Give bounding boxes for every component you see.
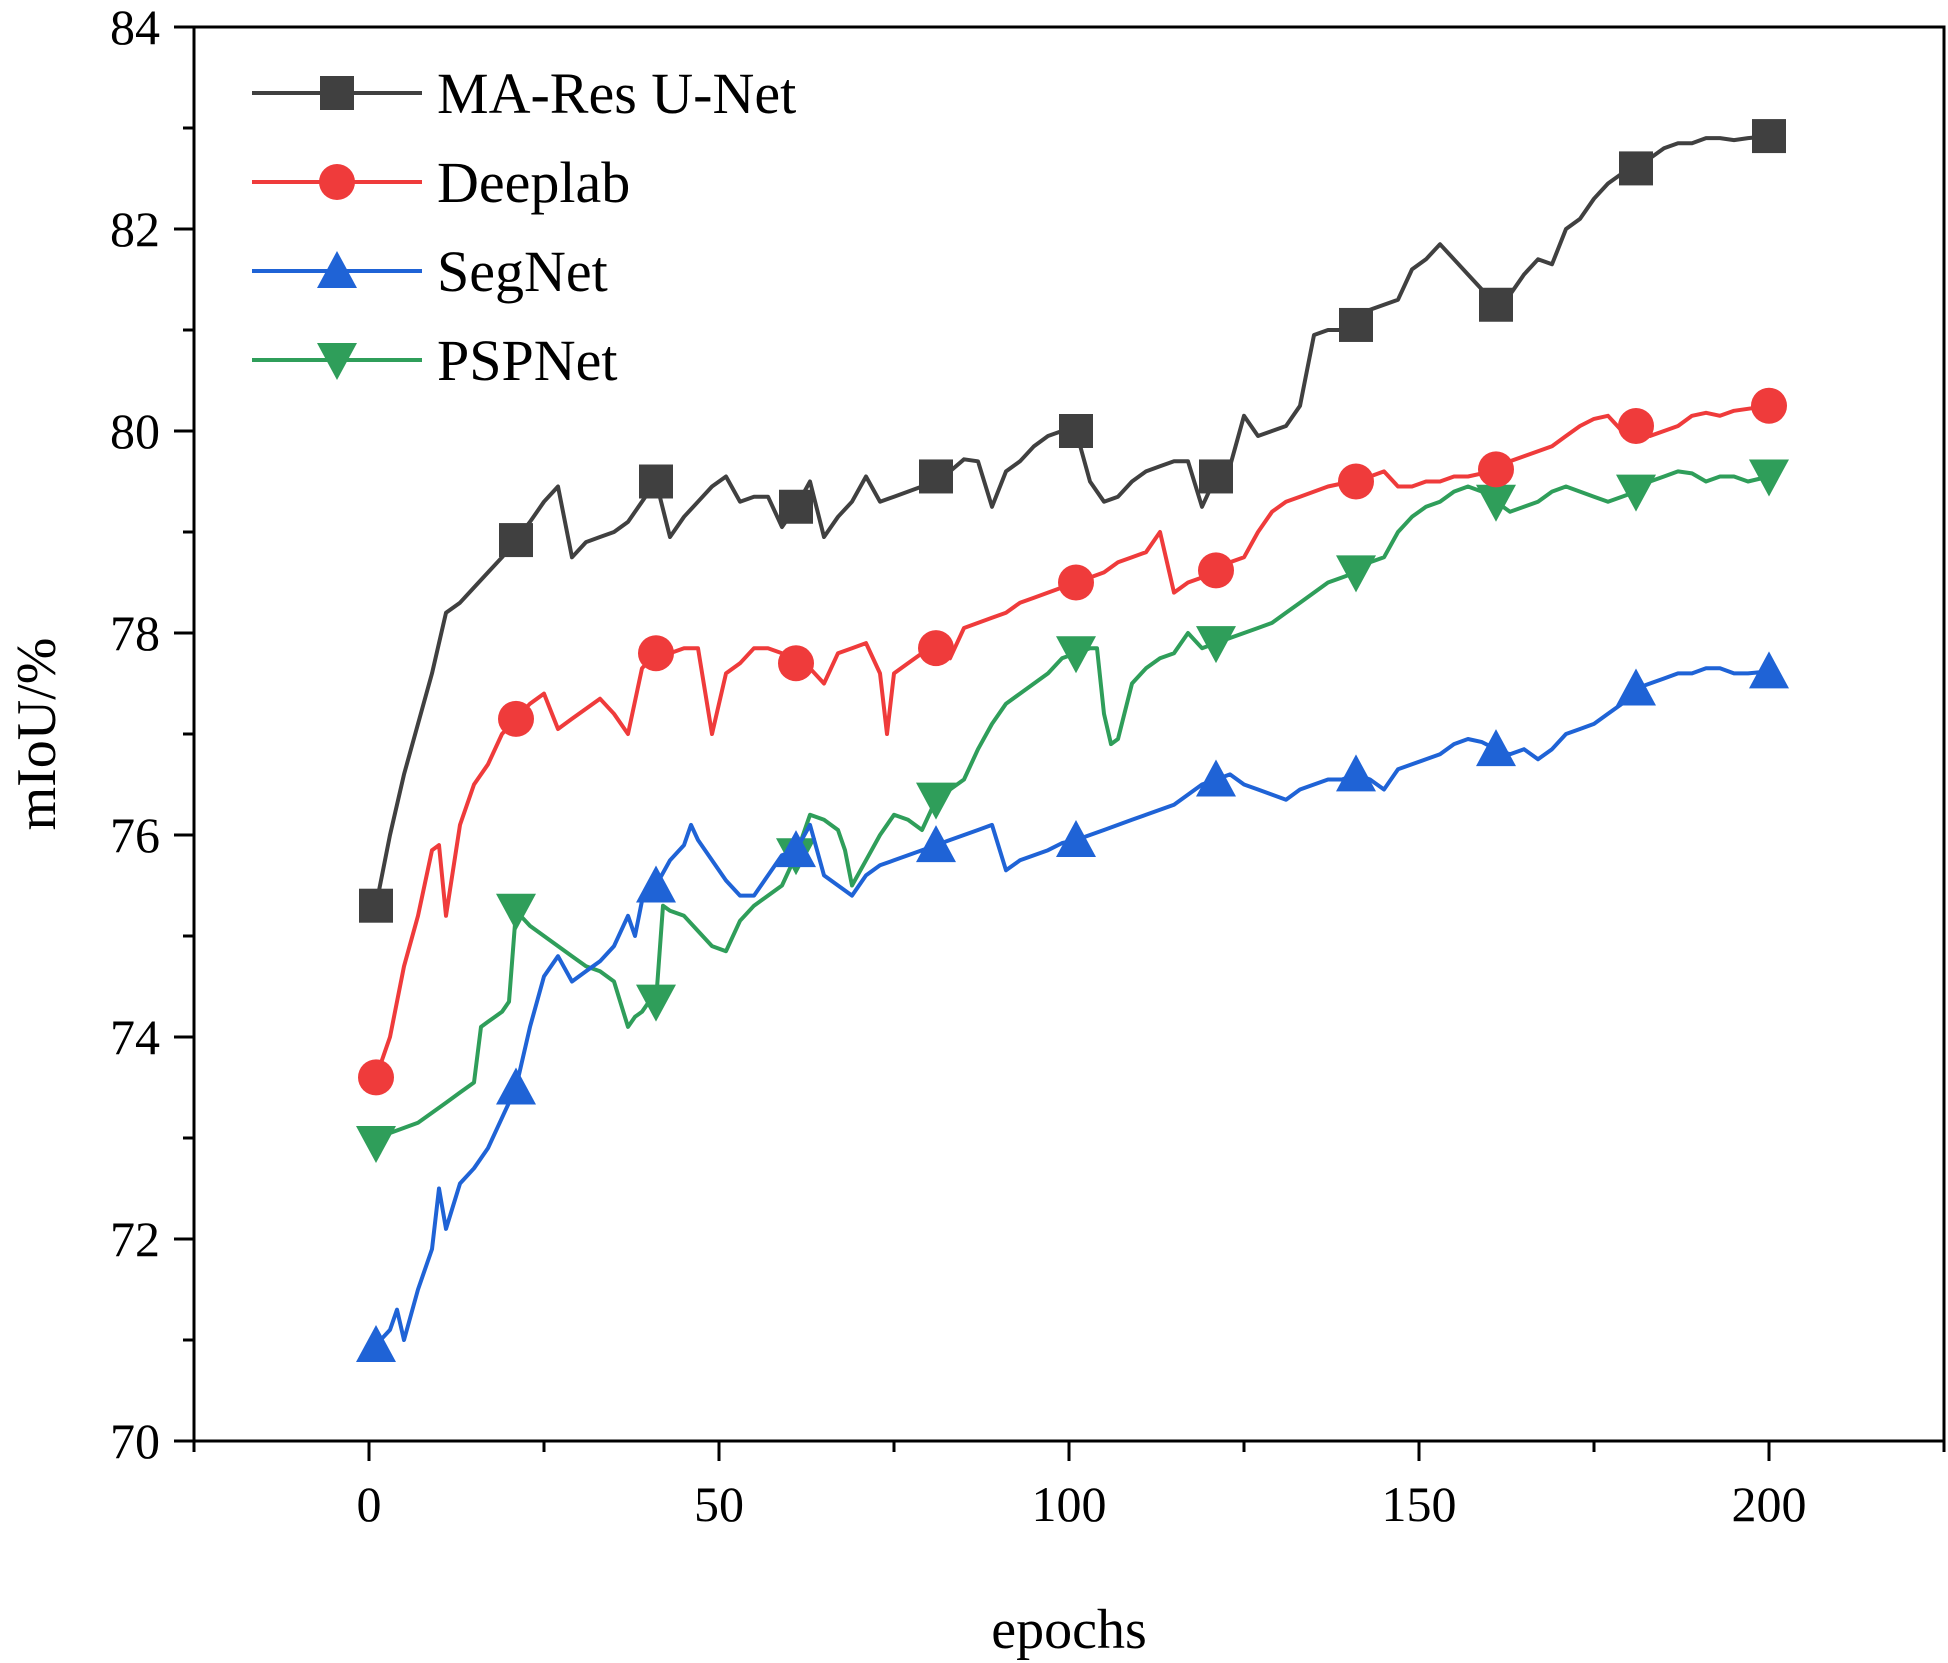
legend-item-segnet: SegNet — [252, 239, 608, 304]
legend-label: PSPNet — [437, 328, 618, 393]
segnet-point — [1336, 754, 1376, 792]
deeplab-point — [778, 645, 814, 682]
segnet-point — [1056, 820, 1096, 858]
y-tick-label: 82 — [110, 201, 160, 257]
segnet-line — [374, 666, 1770, 1347]
segnet-point — [496, 1067, 536, 1105]
series-pspnet — [356, 459, 1789, 1164]
ma-res-u-net-point — [499, 523, 533, 558]
x-tick-label: 150 — [1382, 1476, 1457, 1532]
ma-res-u-net-point — [779, 489, 813, 524]
segnet-point — [776, 830, 816, 868]
deeplab-point — [1198, 552, 1234, 589]
plot-area — [192, 25, 1946, 1443]
ma-res-u-net-point — [1059, 414, 1093, 448]
pspnet-point — [636, 984, 676, 1022]
legend-item-deeplab: Deeplab — [252, 150, 630, 215]
x-tick-label: 200 — [1732, 1476, 1807, 1532]
y-tick-label: 72 — [110, 1211, 160, 1267]
pspnet-point — [356, 1126, 396, 1164]
deeplab-point — [1478, 451, 1514, 488]
deeplab-line — [374, 403, 1770, 1079]
legend-marker — [320, 76, 354, 110]
segnet-point — [636, 865, 676, 903]
ma-res-u-net-point — [1199, 459, 1233, 494]
y-tick-label: 78 — [110, 605, 160, 661]
deeplab-point — [638, 635, 674, 672]
legend-marker — [317, 343, 357, 380]
deeplab-point — [1338, 463, 1374, 500]
series-layer — [356, 119, 1789, 1363]
pspnet-point — [1616, 474, 1656, 512]
deeplab-point — [498, 700, 534, 737]
y-tick-label: 70 — [110, 1413, 160, 1469]
deeplab-point — [1618, 407, 1654, 444]
y-axis: 70 72 74 76 78 80 82 84 — [110, 0, 194, 1469]
segnet-point — [1749, 651, 1789, 689]
y-tick-label: 84 — [110, 0, 160, 55]
ma-res-u-net-point — [1339, 307, 1373, 342]
segnet-point — [1476, 729, 1516, 767]
ma-res-u-net-point — [1619, 151, 1653, 186]
deeplab-point — [1751, 387, 1787, 424]
x-tick-label: 0 — [357, 1476, 382, 1532]
legend-marker — [317, 251, 357, 288]
deeplab-point — [918, 630, 954, 667]
segnet-point — [356, 1325, 396, 1363]
ma-res-u-net-point — [359, 888, 393, 923]
pspnet-point — [916, 782, 956, 820]
y-axis-title: mIoU/% — [6, 638, 68, 831]
x-tick-label: 100 — [1032, 1476, 1107, 1532]
y-tick-label: 76 — [110, 807, 160, 863]
pspnet-point — [1476, 484, 1516, 522]
legend-label: SegNet — [437, 239, 608, 304]
ma-res-u-net-point — [919, 459, 953, 494]
deeplab-point — [1058, 564, 1094, 601]
x-axis: 0 50 100 150 200 — [192, 1441, 1946, 1532]
segnet-point — [916, 825, 956, 863]
deeplab-point — [358, 1059, 394, 1096]
series-deeplab — [358, 387, 1787, 1096]
legend-label: MA-Res U-Net — [437, 61, 796, 126]
pspnet-line — [374, 469, 1770, 1145]
y-tick-label: 80 — [110, 403, 160, 459]
x-tick-label: 50 — [694, 1476, 744, 1532]
pspnet-point — [496, 893, 536, 931]
legend-item-ma-res-u-net: MA-Res U-Net — [252, 61, 796, 126]
series-segnet — [356, 651, 1789, 1363]
legend-label: Deeplab — [437, 150, 630, 215]
pspnet-point — [1056, 636, 1096, 674]
ma-res-u-net-point — [639, 464, 673, 499]
y-tick-label: 74 — [110, 1009, 160, 1065]
x-axis-title: epochs — [991, 1599, 1147, 1661]
legend-item-pspnet: PSPNet — [252, 328, 618, 393]
pspnet-point — [1196, 626, 1236, 664]
pspnet-point — [1336, 555, 1376, 593]
ma-res-u-net-point — [1752, 119, 1786, 154]
segnet-point — [1196, 759, 1236, 797]
series-ma-res-u-net — [359, 119, 1786, 923]
legend: MA-Res U-Net Deeplab SegNet PSPNet — [252, 61, 796, 393]
ma-res-u-net-point — [1479, 287, 1513, 322]
segnet-point — [1616, 668, 1656, 706]
pspnet-point — [1749, 459, 1789, 497]
legend-marker — [319, 164, 355, 200]
